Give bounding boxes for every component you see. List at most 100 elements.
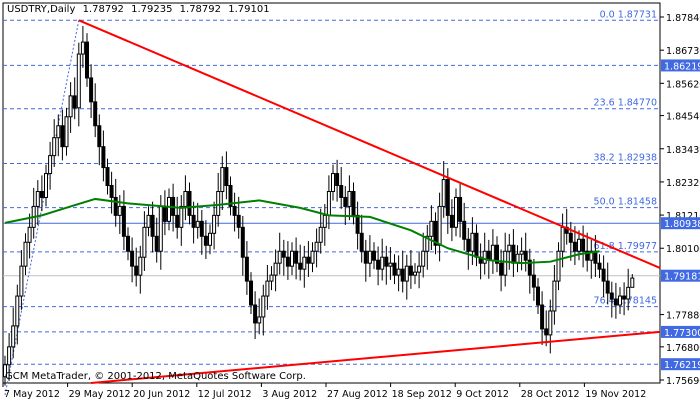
candle-body bbox=[154, 235, 159, 252]
candle-body bbox=[134, 265, 139, 276]
candle-body bbox=[449, 214, 454, 228]
candle-body bbox=[68, 95, 73, 118]
candle-body bbox=[117, 205, 122, 216]
open-value: 1.78792 bbox=[82, 4, 124, 15]
candle-body bbox=[413, 271, 417, 276]
y-tick-label: 1.81210 bbox=[666, 211, 700, 222]
y-tick-label: 1.83430 bbox=[666, 145, 700, 156]
candle-body bbox=[314, 241, 319, 252]
candle-body bbox=[519, 250, 524, 255]
candle-body bbox=[466, 238, 471, 252]
candle-body bbox=[306, 256, 311, 264]
candle-body bbox=[19, 265, 24, 297]
x-tick-label: 7 May 2012 bbox=[4, 389, 60, 400]
candle-body bbox=[400, 268, 405, 282]
candle-body bbox=[244, 256, 249, 282]
candle-body bbox=[581, 238, 586, 252]
candle-body bbox=[130, 250, 135, 267]
candle-body bbox=[11, 325, 16, 348]
fibo-level-label: 76.4 1.78145 bbox=[594, 296, 657, 307]
candle-body bbox=[437, 205, 442, 246]
candle-body bbox=[417, 265, 422, 273]
y-tick-label: 1.84540 bbox=[666, 112, 700, 123]
candle-body bbox=[175, 214, 180, 228]
candle-body bbox=[372, 250, 376, 261]
candle-body bbox=[302, 256, 307, 270]
candle-body bbox=[388, 262, 393, 267]
candle-body bbox=[577, 238, 581, 252]
candle-body bbox=[445, 179, 450, 216]
candle-body bbox=[495, 244, 499, 264]
candle-body bbox=[44, 173, 48, 198]
price-label-bg bbox=[661, 269, 700, 282]
candle-body bbox=[39, 190, 44, 198]
price-label-bg bbox=[661, 217, 700, 230]
candle-body bbox=[183, 190, 188, 207]
y-tick-label: 1.86730 bbox=[666, 46, 700, 57]
candle-body bbox=[249, 280, 253, 306]
candle-body bbox=[298, 262, 303, 270]
candle-body bbox=[490, 244, 495, 261]
candle-body bbox=[216, 190, 221, 216]
candle-body bbox=[425, 235, 430, 252]
candle-body bbox=[536, 286, 540, 306]
candle-body bbox=[273, 262, 278, 276]
candle-body bbox=[523, 250, 528, 261]
x-tick-label: 9 Oct 2012 bbox=[456, 389, 509, 400]
candle-body bbox=[326, 190, 331, 216]
candle-body bbox=[281, 250, 286, 258]
candle-body bbox=[212, 214, 217, 234]
candle-body bbox=[224, 167, 229, 187]
candle-body bbox=[470, 232, 475, 252]
candle-body bbox=[560, 226, 565, 252]
candle-body bbox=[355, 214, 360, 234]
candle-body bbox=[527, 259, 532, 276]
y-tick-label: 1.77880 bbox=[666, 311, 700, 322]
x-tick-label: 12 Jul 2012 bbox=[198, 389, 252, 400]
candle-body bbox=[433, 220, 438, 246]
candle-body bbox=[544, 328, 549, 336]
x-tick-label: 18 Sep 2012 bbox=[392, 389, 452, 400]
candle-body bbox=[56, 125, 61, 139]
candle-body bbox=[23, 241, 28, 267]
candle-body bbox=[113, 196, 118, 216]
candle-body bbox=[343, 196, 348, 207]
candle-body bbox=[618, 295, 622, 306]
candle-body bbox=[236, 214, 241, 228]
fibo-level-label: 23.6 1.84770 bbox=[594, 98, 657, 109]
candle-body bbox=[269, 274, 274, 282]
y-tick-label: 1.80100 bbox=[666, 244, 700, 255]
candle-body bbox=[199, 220, 204, 237]
candle-body bbox=[335, 173, 340, 187]
candle-body bbox=[93, 101, 98, 127]
candle-body bbox=[203, 235, 208, 246]
candle-body bbox=[294, 250, 299, 264]
candle-body bbox=[482, 250, 487, 264]
candle-body bbox=[265, 280, 270, 297]
candle-body bbox=[150, 214, 155, 237]
candle-body bbox=[499, 262, 504, 276]
candle-body bbox=[322, 214, 327, 228]
candle-body bbox=[384, 256, 389, 267]
y-tick-label: 1.85620 bbox=[666, 79, 700, 90]
x-tick-label: 27 Aug 2012 bbox=[327, 389, 388, 400]
x-tick-label: 3 Aug 2012 bbox=[262, 389, 317, 400]
candle-body bbox=[531, 274, 536, 288]
price-label: 1.79181 bbox=[664, 272, 700, 283]
candle-body bbox=[7, 346, 12, 366]
candle-body bbox=[454, 196, 458, 228]
candle-body bbox=[597, 262, 602, 270]
price-label: 1.77300 bbox=[664, 328, 700, 339]
candle-body bbox=[367, 250, 372, 264]
candle-body bbox=[48, 155, 53, 175]
candle-body bbox=[351, 190, 356, 216]
candle-body bbox=[35, 190, 40, 207]
candle-body bbox=[97, 125, 102, 148]
y-tick-label: 1.87840 bbox=[666, 13, 700, 24]
candle-body bbox=[630, 277, 635, 288]
candle-body bbox=[167, 196, 171, 222]
candle-body bbox=[85, 41, 89, 79]
candle-body bbox=[339, 185, 344, 198]
candle-body bbox=[622, 295, 627, 300]
